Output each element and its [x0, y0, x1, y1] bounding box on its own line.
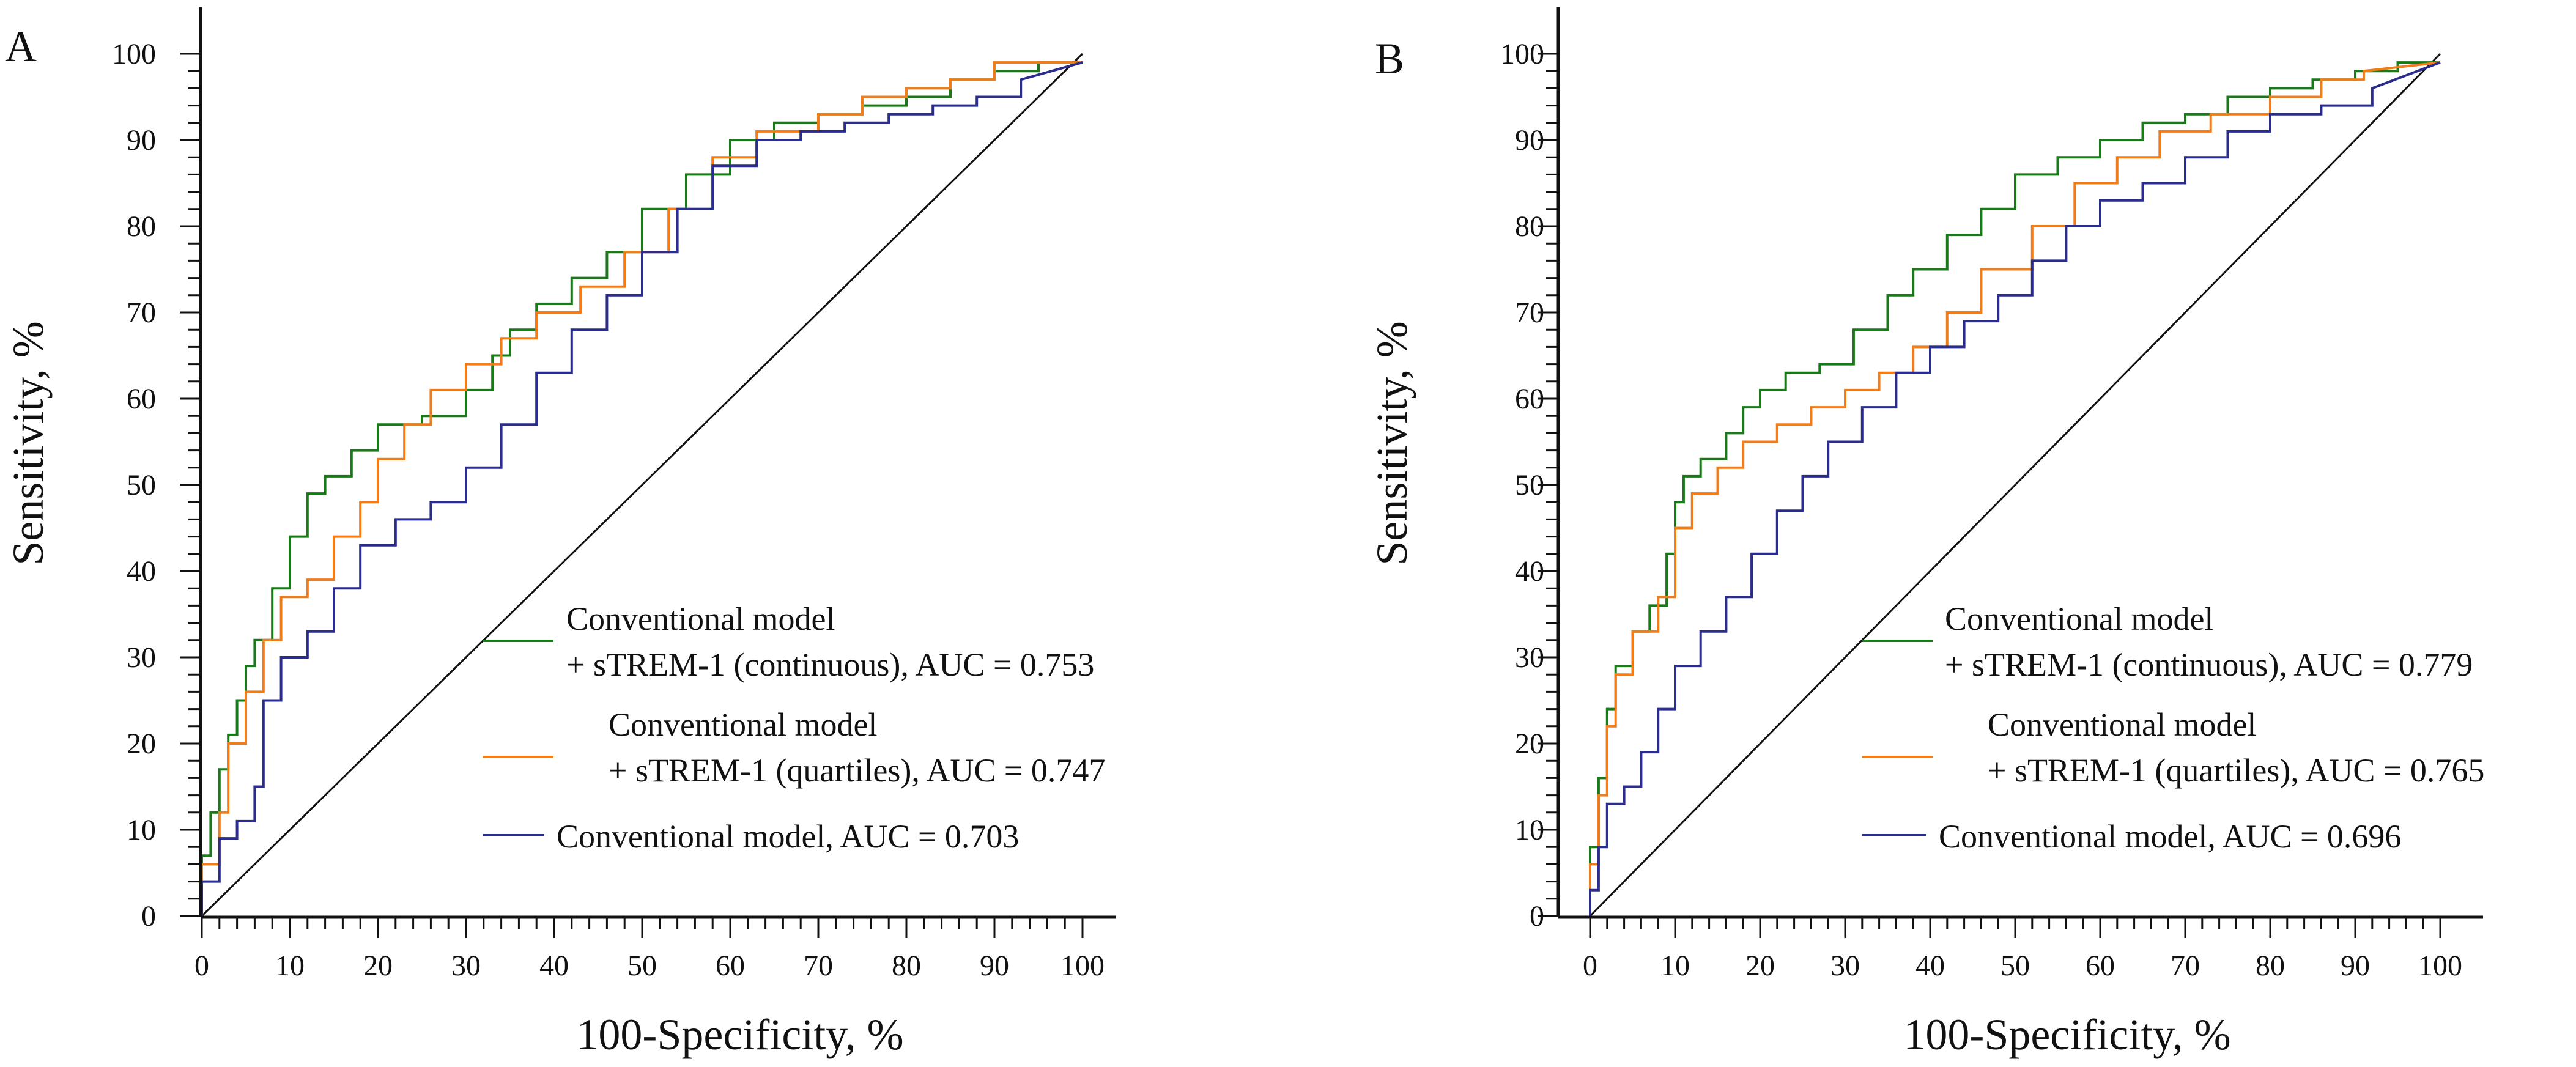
x-tick-label: 50: [2000, 950, 2030, 982]
x-tick-label: 60: [716, 950, 745, 982]
legend-orange-line1: Conventional model: [1988, 706, 2256, 743]
y-tick-label: 80: [1515, 210, 1544, 243]
y-tick-label: 20: [1515, 728, 1544, 760]
panel-letter-a: A: [5, 22, 37, 71]
axes: [180, 7, 1116, 938]
x-tick-label: 10: [1660, 950, 1690, 982]
x-tick-label: 70: [804, 950, 833, 982]
y-axis-title: Sensitivity, %: [4, 321, 53, 565]
y-tick-label: 80: [127, 210, 156, 243]
reference-diagonal: [201, 53, 1084, 917]
roc-curve-blue: [201, 61, 1083, 916]
legend-blue-line1: Conventional model, AUC = 0.703: [557, 818, 1019, 855]
diagonal-line: [201, 53, 1084, 917]
legend: Conventional model + sTREM-1 (continuous…: [1862, 600, 2484, 855]
y-tick-label: 90: [1515, 124, 1544, 157]
roc-curve-orange: [1589, 61, 2441, 916]
diagonal-line: [1589, 53, 2441, 917]
y-tick-label: 0: [141, 900, 156, 932]
x-tick-labels: 0 10 20 30 40 50 60 70 80 90 100: [194, 950, 1105, 982]
x-tick-label: 0: [1583, 950, 1597, 982]
y-tick-labels: 0 10 20 30 40 50 60 70 80 90 100: [1500, 38, 1544, 932]
y-tick-label: 10: [1515, 814, 1544, 846]
y-tick-labels: 0 10 20 30 40 50 60 70 80 90 100: [112, 38, 156, 932]
x-tick-label: 70: [2171, 950, 2200, 982]
legend-blue-line1: Conventional model, AUC = 0.696: [1939, 818, 2401, 855]
x-tick-labels: 0 10 20 30 40 50 60 70 80 90 100: [1583, 950, 2462, 982]
y-tick-label: 10: [127, 814, 156, 846]
panel-b: B 0 10 20 30 40 50 60 70 80 90 100 0 10 20 30 40 50 60 70…: [1368, 7, 2484, 1059]
legend-orange-line2: + sTREM-1 (quartiles), AUC = 0.765: [1988, 752, 2484, 789]
x-tick-label: 90: [980, 950, 1009, 982]
legend: Conventional model + sTREM-1 (continuous…: [483, 600, 1105, 855]
x-tick-label: 60: [2086, 950, 2115, 982]
legend-orange-line2: + sTREM-1 (quartiles), AUC = 0.747: [609, 752, 1105, 789]
x-tick-label: 10: [275, 950, 305, 982]
x-tick-label: 30: [451, 950, 481, 982]
roc-curve-orange: [201, 61, 1083, 916]
y-tick-label: 20: [127, 728, 156, 760]
roc-curve-blue: [1589, 61, 2441, 916]
y-tick-label: 30: [127, 641, 156, 674]
y-axis-title: Sensitivity, %: [1368, 321, 1416, 565]
y-tick-label: 40: [127, 555, 156, 588]
roc-curves: [1589, 61, 2441, 916]
y-tick-label: 90: [127, 124, 156, 157]
x-tick-label: 20: [363, 950, 393, 982]
x-tick-label: 20: [1745, 950, 1775, 982]
reference-diagonal: [1589, 53, 2441, 917]
x-tick-label: 0: [194, 950, 209, 982]
panel-a: A 0 10 20 30 40 50 60 70 80 90 100 0 10 20 30 40 50 60 70…: [4, 7, 1116, 1059]
legend-green-line1: Conventional model: [1945, 600, 2213, 637]
x-tick-label: 80: [892, 950, 921, 982]
legend-green-line1: Conventional model: [566, 600, 835, 637]
y-tick-label: 100: [112, 38, 156, 70]
y-tick-label: 40: [1515, 555, 1544, 588]
legend-green-line2: + sTREM-1 (continuous), AUC = 0.779: [1945, 646, 2473, 683]
y-tick-label: 30: [1515, 641, 1544, 674]
x-tick-label: 30: [1830, 950, 1860, 982]
x-tick-label: 40: [1915, 950, 1945, 982]
y-tick-label: 50: [1515, 469, 1544, 501]
y-tick-label: 60: [1515, 383, 1544, 415]
panel-letter-b: B: [1375, 34, 1404, 83]
y-tick-label: 0: [1530, 900, 1544, 932]
y-tick-label: 70: [127, 297, 156, 329]
legend-green-line2: + sTREM-1 (continuous), AUC = 0.753: [566, 646, 1094, 683]
x-axis-title: 100-Specificity, %: [1903, 1010, 2230, 1059]
y-tick-label: 100: [1500, 38, 1544, 70]
x-axis-title: 100-Specificity, %: [576, 1010, 903, 1059]
y-tick-label: 60: [127, 383, 156, 415]
legend-orange-line1: Conventional model: [609, 706, 877, 743]
x-tick-label: 40: [539, 950, 569, 982]
roc-curves: [201, 61, 1083, 916]
x-tick-label: 100: [1060, 950, 1105, 982]
y-tick-label: 50: [127, 469, 156, 501]
x-tick-label: 80: [2256, 950, 2285, 982]
axes: [1538, 7, 2483, 938]
y-tick-label: 70: [1515, 297, 1544, 329]
x-tick-label: 50: [627, 950, 657, 982]
x-tick-label: 100: [2418, 950, 2462, 982]
x-tick-label: 90: [2341, 950, 2370, 982]
